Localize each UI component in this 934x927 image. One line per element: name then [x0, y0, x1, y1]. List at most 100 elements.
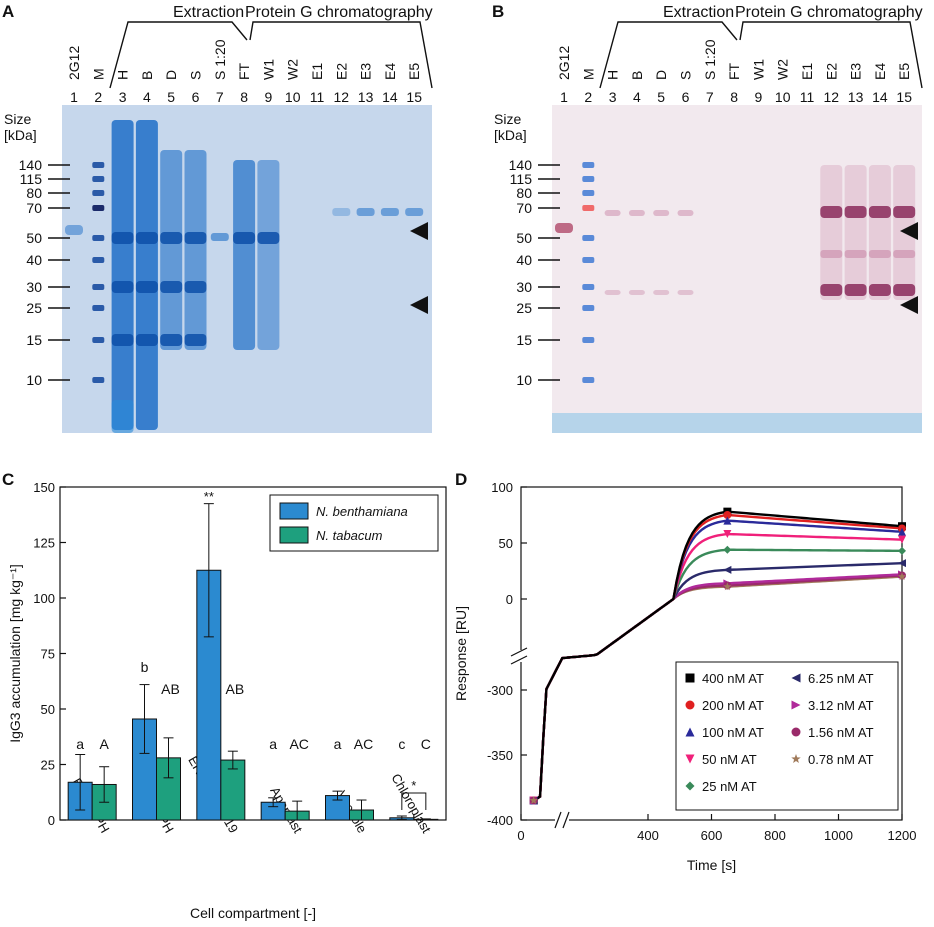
lane-label: H — [605, 70, 621, 80]
gel-dye-front — [111, 400, 134, 433]
series-marker — [898, 535, 906, 544]
lane-number: 6 — [192, 89, 200, 105]
significance-letter: a — [269, 736, 277, 752]
x-axis-break-mark — [562, 811, 570, 829]
x-tick-label: 1200 — [888, 828, 917, 843]
significance-letter: c — [398, 736, 405, 752]
blot-membrane — [552, 105, 922, 433]
x-axis-label: Cell compartment [-] — [190, 905, 316, 921]
gel-band — [160, 334, 183, 346]
blot-lane-smear — [820, 165, 843, 300]
significance-letter: b — [141, 659, 149, 675]
arrowhead-light-chain — [410, 296, 428, 314]
series-marker — [685, 727, 695, 737]
lane-label: S 1:20 — [702, 39, 718, 80]
gel-band — [233, 232, 256, 244]
size-axis-title: Size — [4, 111, 31, 127]
y-tick-label: 100 — [33, 591, 55, 606]
lane-number: 11 — [800, 89, 815, 105]
lane-label: D — [653, 70, 669, 80]
significance-letter: AC — [354, 736, 373, 752]
y-axis-break-mark — [510, 647, 528, 657]
panel-letter: D — [455, 470, 467, 489]
significance-letter: AB — [225, 681, 244, 697]
series-marker — [791, 727, 801, 737]
legend-label: 3.12 nM AT — [808, 698, 874, 713]
lane-number: 12 — [334, 89, 350, 105]
size-marker-label: 40 — [516, 252, 532, 268]
lane-number: 9 — [755, 89, 763, 105]
lane-label: E1 — [309, 63, 325, 80]
x-axis-break-mark — [554, 811, 562, 829]
y-tick-label: 150 — [33, 480, 55, 495]
blot-band — [893, 250, 916, 258]
lane-number: 6 — [682, 89, 690, 105]
bracket-extraction — [109, 21, 248, 89]
lane-label: E3 — [848, 63, 864, 80]
lane-number: 3 — [609, 89, 617, 105]
lane-label: W2 — [775, 59, 791, 80]
y-axis-break-gap — [515, 650, 527, 662]
gel-band — [332, 208, 351, 216]
ladder-band — [582, 190, 595, 196]
series-marker — [723, 565, 732, 574]
blot-band — [844, 250, 867, 258]
series-marker — [898, 527, 906, 536]
legend-label: N. tabacum — [316, 528, 383, 543]
y-tick-label: -350 — [487, 748, 513, 763]
significance-letter: AB — [161, 681, 180, 697]
series-marker — [723, 530, 732, 539]
ladder-band — [582, 284, 595, 290]
lane-number: 8 — [240, 89, 248, 105]
y-tick-label: 125 — [33, 536, 55, 551]
ladder-band — [92, 235, 105, 241]
gel-lane-smear — [111, 120, 134, 430]
size-marker-label: 10 — [516, 372, 532, 388]
series-marker — [898, 559, 906, 568]
blot-band — [893, 284, 916, 296]
ladder-band — [92, 257, 105, 263]
ladder-band — [92, 176, 105, 182]
gel-band — [135, 281, 158, 293]
lane-number: 14 — [872, 89, 888, 105]
panel-d-sensorgram: D 0 50 100 -400 -350 -300 0 400 600 800 1000 1200 Tim… — [453, 470, 916, 873]
gel-band — [405, 208, 424, 216]
panel-letter: B — [492, 2, 504, 21]
gel-band — [257, 232, 280, 244]
sensorgram-line — [533, 510, 903, 802]
blot-lane-smear — [868, 165, 891, 300]
size-marker-label: 70 — [26, 200, 42, 216]
series-marker — [685, 673, 695, 683]
legend-swatch — [279, 526, 309, 544]
size-marker-label: 25 — [516, 300, 532, 316]
lane-number: 7 — [216, 89, 224, 105]
size-axis-title: Size — [494, 111, 521, 127]
blot-band — [604, 210, 621, 216]
lane-number: 10 — [775, 89, 791, 105]
lane-label: W1 — [750, 59, 766, 80]
lane-label: W2 — [285, 59, 301, 80]
blot-band — [893, 206, 916, 218]
ladder-band — [92, 162, 105, 168]
blot-band — [677, 210, 694, 216]
lane-number: 5 — [657, 89, 665, 105]
x-tick-label: 0 — [517, 828, 524, 843]
size-marker-label: 115 — [510, 171, 533, 187]
ladder-band — [582, 162, 595, 168]
gel-lane-smear — [233, 160, 256, 350]
y-tick-label: 0 — [506, 592, 513, 607]
blot-band — [555, 223, 573, 233]
size-marker-label: 80 — [516, 185, 532, 201]
gel-band — [184, 334, 207, 346]
ladder-band — [582, 305, 595, 311]
series-marker — [723, 511, 732, 519]
legend-label: 0.78 nM AT — [808, 752, 874, 767]
lane-number: 8 — [730, 89, 738, 105]
blot-band — [820, 250, 843, 258]
size-marker-label: 115 — [20, 171, 43, 187]
arrowhead-heavy-chain — [900, 222, 918, 240]
size-marker-label: 15 — [26, 332, 42, 348]
series-marker — [791, 700, 801, 710]
panel-b-western-blot: B Extraction Protein G chromatography 2G12 M… — [492, 2, 923, 433]
lane-label: M — [90, 68, 106, 80]
